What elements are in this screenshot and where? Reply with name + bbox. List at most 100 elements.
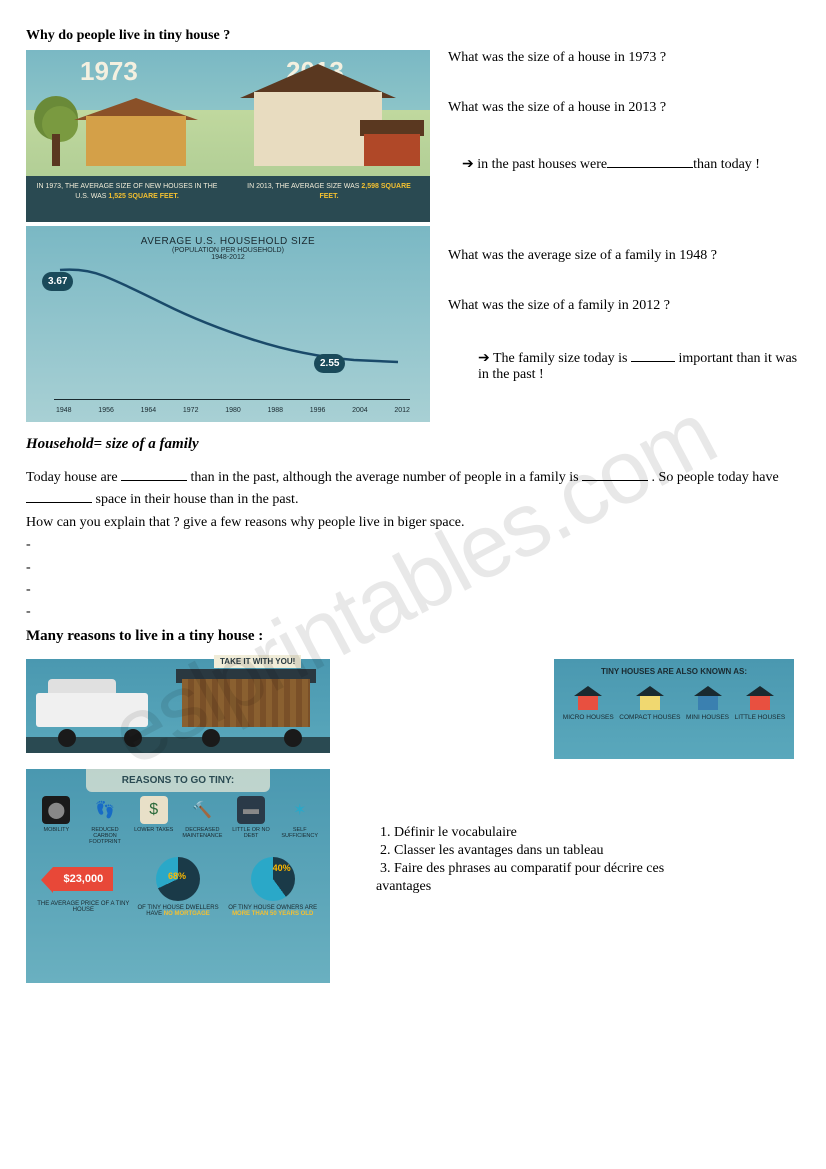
- question-explain: How can you explain that ? give a few re…: [26, 512, 800, 534]
- aka-label: COMPACT HOUSES: [619, 714, 680, 721]
- blank-input[interactable]: [607, 167, 693, 168]
- aka-label: MINI HOUSES: [686, 714, 729, 721]
- question-4: What was the size of a family in 2012 ?: [448, 298, 800, 314]
- datapoint-end: 2.55: [314, 354, 345, 373]
- household-line-chart: AVERAGE U.S. HOUSEHOLD SIZE (POPULATION …: [26, 226, 430, 422]
- bullet-dash: -: [26, 579, 800, 601]
- aka-row: MICRO HOUSES COMPACT HOUSES MINI HOUSES LIT…: [560, 686, 788, 721]
- reason-label: MOBILITY: [33, 827, 80, 833]
- house-icon: [694, 686, 722, 710]
- fill-blank-2[interactable]: The family size today is important than …: [478, 350, 800, 383]
- caption-bar: IN 1973, THE AVERAGE SIZE OF NEW HOUSES …: [26, 176, 430, 222]
- caption-highlight: 1,525 SQUARE FEET.: [108, 193, 178, 200]
- blank-input[interactable]: [631, 361, 675, 362]
- wheel-icon: [202, 729, 220, 747]
- bullet-dash: -: [26, 557, 800, 579]
- reason-icon: 🔨: [188, 796, 216, 824]
- task-1: Définir le vocabulaire: [394, 825, 800, 841]
- truck-infographic: TAKE IT WITH YOU!: [26, 659, 330, 753]
- datapoint-start: 3.67: [42, 272, 73, 291]
- caption-text: IN 2013, THE AVERAGE SIZE WAS: [247, 183, 361, 190]
- reason-cell: 🔨 DECREASED MAINTENANCE: [178, 796, 227, 845]
- aka-item: LITTLE HOUSES: [735, 686, 786, 721]
- house-size-infographic: 1973 2013 IN 1973, THE AVERAGE SIZE OF N…: [26, 50, 430, 222]
- reason-cell: 👣 REDUCED CARBON FOOTPRINT: [81, 796, 130, 845]
- chart-range: 1948-2012: [26, 254, 430, 261]
- chart-baseline: [54, 399, 410, 400]
- pie-chart-68: 68%: [156, 857, 200, 901]
- wheel-icon: [58, 729, 76, 747]
- task-2: Classer les avantages dans un tableau: [394, 843, 800, 859]
- x-label: 1972: [183, 407, 199, 414]
- task-3: Faire des phrases au comparatif pour déc…: [394, 861, 800, 877]
- text: . So people today have: [652, 470, 779, 485]
- reason-label: LITTLE OR NO DEBT: [228, 827, 275, 839]
- house-icon: [574, 686, 602, 710]
- price-tag: $23,000: [53, 867, 113, 891]
- reasons-infographic: REASONS TO GO TINY: ⬤MOBILITY👣REDUCED CA…: [26, 769, 330, 983]
- blank-input[interactable]: [582, 480, 648, 481]
- pie-pct: 40%: [273, 863, 291, 873]
- aka-infographic: TINY HOUSES ARE ALSO KNOWN AS: MICRO HOU…: [554, 659, 794, 759]
- page-title: Why do people live in tiny house ?: [26, 28, 800, 44]
- aka-title: TINY HOUSES ARE ALSO KNOWN AS:: [560, 667, 788, 676]
- garage: [364, 134, 420, 166]
- blank-input[interactable]: [26, 502, 92, 503]
- tree-icon: [42, 106, 78, 142]
- reason-cell: ✶ SELF SUFFICIENCY: [275, 796, 324, 845]
- reason-icon: 👣: [91, 796, 119, 824]
- house-icon: [746, 686, 774, 710]
- x-label: 1956: [98, 407, 114, 414]
- caption-1973: IN 1973, THE AVERAGE SIZE OF NEW HOUSES …: [26, 176, 228, 222]
- fill-blank-1[interactable]: in the past houses werethan today !: [462, 156, 800, 173]
- bullet-dash: -: [26, 601, 800, 623]
- reasons-grid: ⬤ MOBILITY 👣 REDUCED CARBON FOOTPRINT $ LOWER…: [26, 792, 330, 845]
- paragraph-line[interactable]: Today house are than in the past, althou…: [26, 467, 800, 512]
- tree-trunk: [52, 134, 60, 166]
- pie1-stat: 68% OF TINY HOUSE DWELLERS HAVE NO MORTG…: [131, 857, 226, 917]
- x-label: 2004: [352, 407, 368, 414]
- x-axis-labels: 1948 1956 1964 1972 1980 1988 1996 2004 …: [56, 407, 410, 414]
- reason-cell: ▬LITTLE OR NO DEBT: [227, 796, 276, 845]
- x-label: 1996: [310, 407, 326, 414]
- house-icon: [636, 686, 664, 710]
- fill-text: than today !: [693, 157, 760, 172]
- reason-label: SELF SUFFICIENCY: [276, 827, 323, 839]
- x-label: 1988: [267, 407, 283, 414]
- question-2: What was the size of a house in 2013 ?: [448, 100, 800, 116]
- aka-label: MICRO HOUSES: [563, 714, 614, 721]
- reason-cell: $ LOWER TAXES: [129, 796, 178, 845]
- wheel-icon: [124, 729, 142, 747]
- chart-subtitle: (POPULATION PER HOUSEHOLD): [26, 247, 430, 254]
- reason-cell: ⬤ MOBILITY: [32, 796, 81, 845]
- aka-item: COMPACT HOUSES: [619, 686, 680, 721]
- reason-label: REDUCED CARBON FOOTPRINT: [82, 827, 129, 845]
- text: Today house are: [26, 470, 121, 485]
- reason-label: LOWER TAXES: [130, 827, 177, 833]
- text: space in their house than in the past.: [96, 492, 299, 507]
- reason-icon: ⬤: [42, 796, 70, 824]
- x-label: 1980: [225, 407, 241, 414]
- fill-text: The family size today is: [493, 351, 631, 366]
- pie-pct: 68%: [168, 871, 186, 881]
- stats-row: $23,000 THE AVERAGE PRICE OF A TINY HOUS…: [26, 845, 330, 917]
- question-3: What was the average size of a family in…: [448, 248, 800, 264]
- tiny-house-trailer: [182, 679, 310, 727]
- subheading: Many reasons to live in a tiny house :: [26, 628, 800, 645]
- pie-chart-40: 40%: [251, 857, 295, 901]
- aka-item: MINI HOUSES: [686, 686, 729, 721]
- reason-label: DECREASED MAINTENANCE: [179, 827, 226, 839]
- chart-title: AVERAGE U.S. HOUSEHOLD SIZE: [26, 226, 430, 247]
- line-path-svg: [54, 262, 404, 392]
- year-1973: 1973: [80, 56, 138, 87]
- reason-icon: ✶: [286, 796, 314, 824]
- tasks-list: Définir le vocabulaire Classer les avant…: [394, 825, 800, 877]
- reason-icon: $: [140, 796, 168, 824]
- task-3-cont: avantages: [376, 879, 800, 895]
- pie2-stat: 40% OF TINY HOUSE OWNERS ARE MORE THAN 5…: [225, 857, 320, 917]
- price-stat: $23,000 THE AVERAGE PRICE OF A TINY HOUS…: [36, 857, 131, 917]
- aka-label: LITTLE HOUSES: [735, 714, 786, 721]
- bullet-dash: -: [26, 534, 800, 556]
- x-label: 1964: [141, 407, 157, 414]
- blank-input[interactable]: [121, 480, 187, 481]
